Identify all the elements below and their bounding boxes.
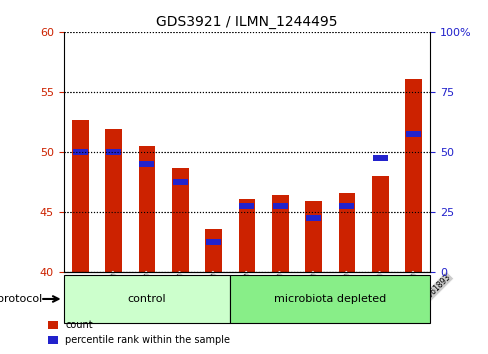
Bar	[406, 131, 420, 137]
Text: GSM561892: GSM561892	[380, 272, 418, 311]
Text: GSM561885: GSM561885	[146, 272, 185, 311]
Bar	[138, 146, 155, 272]
FancyBboxPatch shape	[63, 275, 230, 323]
Bar	[372, 155, 387, 161]
Legend: count, percentile rank within the sample: count, percentile rank within the sample	[44, 316, 234, 349]
Bar	[105, 129, 122, 272]
Bar	[106, 149, 121, 155]
Bar	[205, 239, 221, 245]
Text: GSM561884: GSM561884	[113, 272, 152, 311]
Bar	[72, 120, 88, 272]
Text: GSM561888: GSM561888	[246, 272, 285, 311]
Text: GSM561889: GSM561889	[280, 272, 319, 311]
Bar	[272, 203, 287, 209]
Bar	[238, 199, 255, 272]
Bar	[172, 168, 188, 272]
Text: GSM561883: GSM561883	[80, 272, 119, 311]
Text: GSM561893: GSM561893	[413, 272, 452, 311]
Bar	[338, 193, 355, 272]
Bar	[271, 195, 288, 272]
Bar	[172, 179, 187, 185]
Bar	[405, 79, 421, 272]
Text: GSM561886: GSM561886	[180, 272, 219, 311]
Bar	[73, 149, 87, 155]
Bar	[205, 229, 222, 272]
Text: microbiota depleted: microbiota depleted	[274, 294, 386, 304]
Bar	[239, 203, 254, 209]
Text: control: control	[127, 294, 166, 304]
Bar	[305, 201, 321, 272]
Text: protocol: protocol	[0, 294, 42, 304]
Bar	[139, 161, 154, 167]
Bar	[371, 176, 388, 272]
Text: GSM561891: GSM561891	[346, 272, 385, 311]
Text: GSM561887: GSM561887	[213, 272, 252, 311]
FancyBboxPatch shape	[230, 275, 429, 323]
Text: GSM561890: GSM561890	[313, 272, 352, 311]
Title: GDS3921 / ILMN_1244495: GDS3921 / ILMN_1244495	[156, 16, 337, 29]
Bar	[305, 215, 321, 221]
Bar	[339, 203, 354, 209]
